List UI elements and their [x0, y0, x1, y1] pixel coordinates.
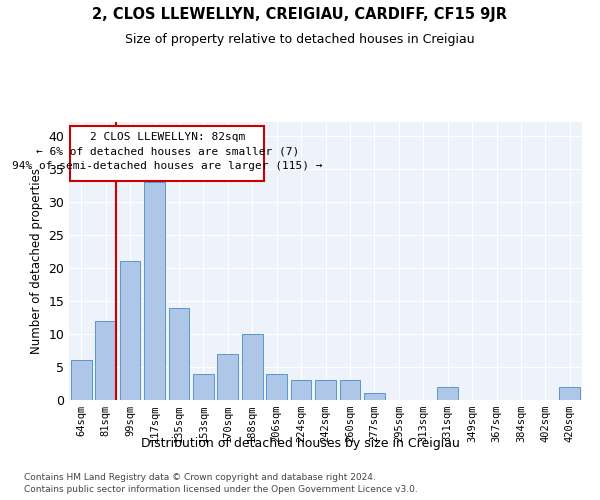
Bar: [559, 387, 580, 400]
Text: Distribution of detached houses by size in Creigiau: Distribution of detached houses by size …: [140, 438, 460, 450]
Bar: [217, 354, 238, 400]
Text: Size of property relative to detached houses in Creigiau: Size of property relative to detached ho…: [125, 32, 475, 46]
Y-axis label: Number of detached properties: Number of detached properties: [30, 168, 43, 354]
Text: 94% of semi-detached houses are larger (115) →: 94% of semi-detached houses are larger (…: [12, 162, 323, 172]
Bar: [340, 380, 361, 400]
Text: Contains public sector information licensed under the Open Government Licence v3: Contains public sector information licen…: [24, 485, 418, 494]
Text: 2, CLOS LLEWELLYN, CREIGIAU, CARDIFF, CF15 9JR: 2, CLOS LLEWELLYN, CREIGIAU, CARDIFF, CF…: [92, 8, 508, 22]
Bar: [242, 334, 263, 400]
Bar: [193, 374, 214, 400]
Bar: [144, 182, 165, 400]
Bar: [169, 308, 190, 400]
FancyBboxPatch shape: [70, 126, 265, 180]
Bar: [315, 380, 336, 400]
Text: Contains HM Land Registry data © Crown copyright and database right 2024.: Contains HM Land Registry data © Crown c…: [24, 472, 376, 482]
Bar: [437, 387, 458, 400]
Bar: [71, 360, 92, 400]
Bar: [119, 261, 140, 400]
Bar: [266, 374, 287, 400]
Bar: [364, 394, 385, 400]
Bar: [290, 380, 311, 400]
Text: 2 CLOS LLEWELLYN: 82sqm: 2 CLOS LLEWELLYN: 82sqm: [90, 132, 245, 142]
Bar: [95, 320, 116, 400]
Text: ← 6% of detached houses are smaller (7): ← 6% of detached houses are smaller (7): [35, 147, 299, 157]
